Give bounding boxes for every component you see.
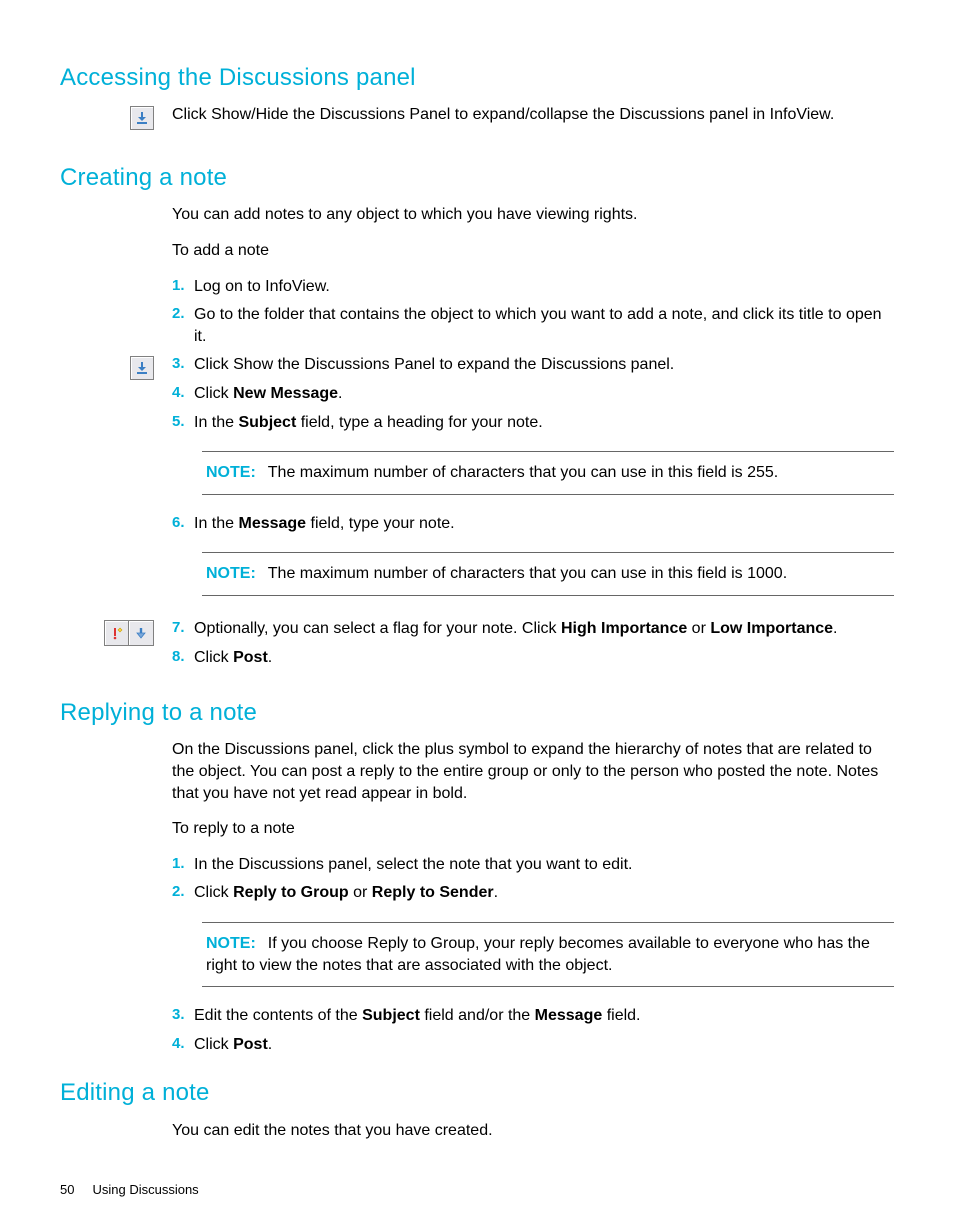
icon-slot-show-panel xyxy=(60,354,154,380)
note-callout: NOTE:If you choose Reply to Group, your … xyxy=(202,922,894,987)
text-accessing-body: Click Show/Hide the Discussions Panel to… xyxy=(172,104,894,126)
step-text: Go to the folder that contains the objec… xyxy=(194,304,894,347)
step-text: In the Discussions panel, select the not… xyxy=(194,854,894,876)
show-panel-icon xyxy=(130,356,154,380)
step-number: 7. xyxy=(172,618,194,638)
step-number: 5. xyxy=(172,412,194,432)
step-number: 1. xyxy=(172,854,194,874)
text-editing-intro: You can edit the notes that you have cre… xyxy=(172,1120,894,1142)
t-bold: Reply to Sender xyxy=(372,884,494,901)
page-footer: 50 Using Discussions xyxy=(60,1181,894,1199)
step-number: 4. xyxy=(172,1034,194,1054)
show-hide-panel-icon xyxy=(130,106,154,130)
step-text: Optionally, you can select a flag for yo… xyxy=(194,618,894,640)
t: . xyxy=(833,620,837,637)
icon-slot-importance xyxy=(60,618,154,646)
note-label: NOTE: xyxy=(206,935,268,952)
step-text: Click Reply to Group or Reply to Sender. xyxy=(194,882,894,904)
t-bold: Subject xyxy=(362,1007,420,1024)
step-number: 2. xyxy=(172,882,194,902)
high-importance-icon xyxy=(105,621,129,645)
step-text: Log on to InfoView. xyxy=(194,276,894,298)
footer-chapter-title: Using Discussions xyxy=(92,1181,198,1199)
t: field and/or the xyxy=(420,1007,535,1024)
step-text: In the Message field, type your note. xyxy=(194,513,894,535)
step-number: 6. xyxy=(172,513,194,533)
step-text: Edit the contents of the Subject field a… xyxy=(194,1005,894,1027)
t: In the xyxy=(194,515,238,532)
t: . xyxy=(268,649,272,666)
t: Click xyxy=(194,385,233,402)
section-creating: Creating a note You can add notes to any… xyxy=(60,162,894,675)
list-replying-steps-3-4: 3. Edit the contents of the Subject fiel… xyxy=(172,1005,894,1055)
step-number: 3. xyxy=(172,354,194,374)
t: In the xyxy=(194,414,238,431)
heading-editing: Editing a note xyxy=(60,1077,894,1109)
t-bold: Low Importance xyxy=(710,620,833,637)
step-number: 3. xyxy=(172,1005,194,1025)
step-number: 2. xyxy=(172,304,194,324)
t: Edit the contents of the xyxy=(194,1007,362,1024)
section-editing: Editing a note You can edit the notes th… xyxy=(60,1077,894,1141)
t: . xyxy=(338,385,342,402)
list-creating-steps-3-5: 3. Click Show the Discussions Panel to e… xyxy=(172,354,894,433)
text-creating-lead: To add a note xyxy=(172,240,894,262)
t: field, type your note. xyxy=(306,515,455,532)
t-bold: Message xyxy=(535,1007,603,1024)
step-number: 4. xyxy=(172,383,194,403)
step-text: Click Post. xyxy=(194,1034,894,1056)
note-label: NOTE: xyxy=(206,565,268,582)
t: field. xyxy=(602,1007,640,1024)
t-bold: Message xyxy=(238,515,306,532)
t: Click xyxy=(194,1036,233,1053)
step-text: In the Subject field, type a heading for… xyxy=(194,412,894,434)
t: . xyxy=(268,1036,272,1053)
t: or xyxy=(687,620,710,637)
note-callout: NOTE:The maximum number of characters th… xyxy=(202,451,894,495)
list-creating-steps-7-8: 7. Optionally, you can select a flag for… xyxy=(172,618,894,668)
importance-icons xyxy=(104,620,154,646)
t: Click xyxy=(194,884,233,901)
section-replying: Replying to a note On the Discussions pa… xyxy=(60,697,894,1055)
note-callout: NOTE:The maximum number of characters th… xyxy=(202,552,894,596)
t-bold: Post xyxy=(233,1036,268,1053)
step-text: Click New Message. xyxy=(194,383,894,405)
t: field, type a heading for your note. xyxy=(296,414,542,431)
t-bold: Subject xyxy=(238,414,296,431)
t: Optionally, you can select a flag for yo… xyxy=(194,620,561,637)
note-text: The maximum number of characters that yo… xyxy=(268,464,778,481)
heading-replying: Replying to a note xyxy=(60,697,894,729)
heading-accessing: Accessing the Discussions panel xyxy=(60,62,894,94)
list-creating-step-6: 6. In the Message field, type your note. xyxy=(172,513,894,535)
note-text: The maximum number of characters that yo… xyxy=(268,565,787,582)
heading-creating: Creating a note xyxy=(60,162,894,194)
note-label: NOTE: xyxy=(206,464,268,481)
step-number: 1. xyxy=(172,276,194,296)
step-text: Click Show the Discussions Panel to expa… xyxy=(194,354,894,376)
t-bold: Post xyxy=(233,649,268,666)
icon-slot-accessing xyxy=(60,104,154,130)
t: Click xyxy=(194,649,233,666)
text-replying-intro: On the Discussions panel, click the plus… xyxy=(172,739,894,804)
section-accessing: Accessing the Discussions panel Click Sh… xyxy=(60,62,894,140)
text-replying-lead: To reply to a note xyxy=(172,818,894,840)
t: . xyxy=(494,884,498,901)
t-bold: High Importance xyxy=(561,620,687,637)
page-number: 50 xyxy=(60,1181,74,1199)
t: or xyxy=(349,884,372,901)
low-importance-icon xyxy=(129,621,153,645)
note-text: If you choose Reply to Group, your reply… xyxy=(206,935,870,974)
t-bold: Reply to Group xyxy=(233,884,349,901)
step-text: Click Post. xyxy=(194,647,894,669)
step-number: 8. xyxy=(172,647,194,667)
t-bold: New Message xyxy=(233,385,338,402)
list-creating-steps-1-2: 1. Log on to InfoView. 2. Go to the fold… xyxy=(172,276,894,348)
list-replying-steps-1-2: 1. In the Discussions panel, select the … xyxy=(172,854,894,904)
text-creating-intro: You can add notes to any object to which… xyxy=(172,204,894,226)
